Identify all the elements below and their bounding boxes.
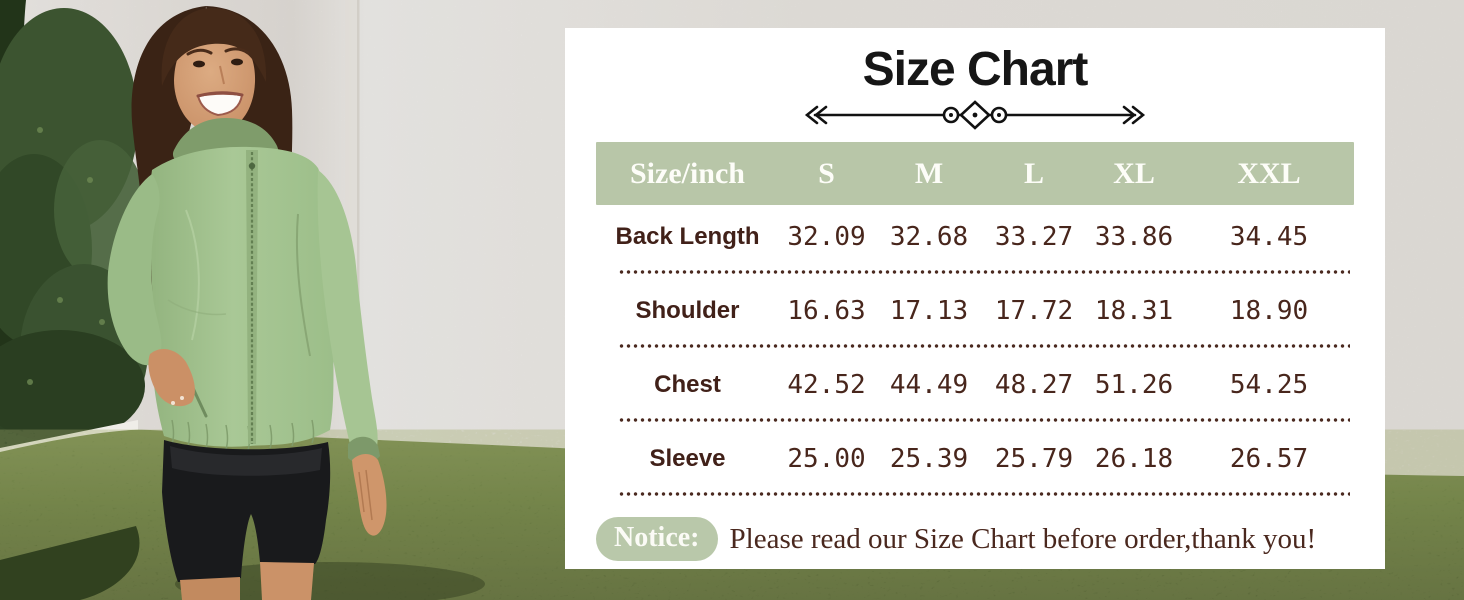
cell-value: 17.72 bbox=[994, 296, 1074, 326]
cell-value: 51.26 bbox=[1094, 370, 1174, 400]
cell-value: 26.57 bbox=[1229, 444, 1309, 474]
left-hand bbox=[148, 348, 195, 407]
size-chart-panel: Size Chart Size/inch S M L XL XXL Back L… bbox=[565, 28, 1385, 569]
cell-value: 17.13 bbox=[889, 296, 969, 326]
cell-value: 32.09 bbox=[787, 222, 866, 252]
cell-value: 18.31 bbox=[1094, 296, 1174, 326]
notice-text: Please read our Size Chart before order,… bbox=[729, 522, 1317, 555]
right-sleeve bbox=[317, 170, 378, 457]
col-header-m: M bbox=[914, 156, 944, 190]
table-row-shoulder: Shoulder 16.63 17.13 17.72 18.31 18.90 bbox=[596, 279, 1354, 353]
model bbox=[107, 6, 387, 600]
divider-ornament bbox=[804, 100, 1146, 130]
cell-value: 33.27 bbox=[994, 222, 1074, 252]
row-label: Chest bbox=[654, 371, 721, 398]
row-label: Back Length bbox=[615, 223, 760, 250]
dotted-divider bbox=[618, 270, 1350, 274]
col-header-l: L bbox=[1023, 156, 1044, 190]
cell-value: 48.27 bbox=[994, 370, 1074, 400]
dotted-divider bbox=[618, 344, 1350, 348]
notice-badge: Notice: bbox=[596, 517, 718, 561]
legs bbox=[180, 577, 240, 600]
cell-value: 32.68 bbox=[889, 222, 969, 252]
panel-title: Size Chart bbox=[862, 43, 1089, 96]
table-row-sleeve: Sleeve 25.00 25.39 25.79 26.18 26.57 bbox=[596, 427, 1354, 501]
table-row-back-length: Back Length 32.09 32.68 33.27 33.86 34.4… bbox=[596, 205, 1354, 279]
cell-value: 44.49 bbox=[889, 370, 969, 400]
col-header-s: S bbox=[818, 156, 835, 190]
jacket-body bbox=[149, 146, 335, 447]
notice-line: Notice: Please read our Size Chart befor… bbox=[596, 517, 1357, 561]
col-header-size: Size/inch bbox=[629, 156, 745, 190]
dotted-divider bbox=[618, 492, 1350, 496]
left-sleeve bbox=[107, 174, 162, 366]
cell-value: 25.00 bbox=[787, 444, 866, 474]
col-header-xl: XL bbox=[1113, 156, 1155, 190]
cell-value: 16.63 bbox=[787, 296, 866, 326]
zipper bbox=[246, 150, 258, 444]
cell-value: 25.79 bbox=[994, 444, 1074, 474]
table-row-chest: Chest 42.52 44.49 48.27 51.26 54.25 bbox=[596, 353, 1354, 427]
cell-value: 54.25 bbox=[1229, 370, 1309, 400]
cell-value: 18.90 bbox=[1229, 296, 1309, 326]
shorts bbox=[162, 440, 331, 582]
cell-value: 34.45 bbox=[1229, 222, 1309, 252]
cell-value: 42.52 bbox=[787, 370, 866, 400]
table-header-row: Size/inch S M L XL XXL bbox=[596, 142, 1354, 205]
row-label: Sleeve bbox=[649, 445, 726, 472]
cell-value: 26.18 bbox=[1094, 444, 1174, 474]
row-label: Shoulder bbox=[635, 297, 740, 324]
cell-value: 33.86 bbox=[1094, 222, 1174, 252]
dotted-divider bbox=[618, 418, 1350, 422]
col-header-xxl: XXL bbox=[1237, 156, 1301, 190]
cell-value: 25.39 bbox=[889, 444, 969, 474]
